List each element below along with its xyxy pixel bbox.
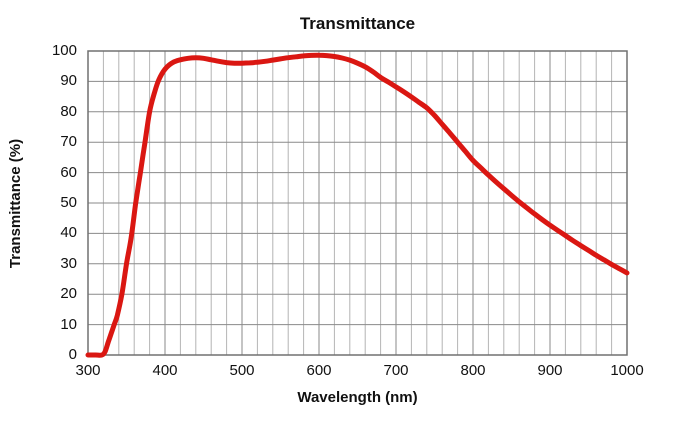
y-tick-label: 80 — [60, 102, 77, 120]
y-tick-label: 60 — [60, 163, 77, 181]
y-tick-label: 30 — [60, 254, 77, 272]
y-axis-title: Transmittance (%) — [7, 138, 24, 269]
y-tick-label: 20 — [60, 285, 77, 303]
x-tick-label: 600 — [306, 362, 332, 379]
y-tick-label: 100 — [51, 42, 77, 59]
y-tick-label: 10 — [60, 315, 77, 333]
plot-border — [87, 50, 628, 356]
x-tick-label: 700 — [383, 362, 409, 379]
x-tick-label: 800 — [460, 362, 486, 379]
y-tick-label: 0 — [68, 346, 77, 363]
x-tick-label: 500 — [229, 362, 255, 379]
y-tick-label: 40 — [60, 224, 77, 242]
x-tick-label: 1000 — [610, 362, 644, 379]
x-tick-label: 400 — [152, 362, 178, 379]
chart-title: Transmittance — [299, 14, 416, 33]
y-tick-label: 70 — [60, 133, 77, 151]
x-axis-title: Wavelength (nm) — [297, 389, 418, 406]
y-tick-label: 50 — [60, 194, 77, 211]
x-tick-label: 300 — [75, 362, 101, 379]
transmittance-curve — [85, 52, 630, 358]
y-tick-label: 90 — [60, 72, 77, 90]
x-tick-label: 900 — [537, 362, 563, 379]
